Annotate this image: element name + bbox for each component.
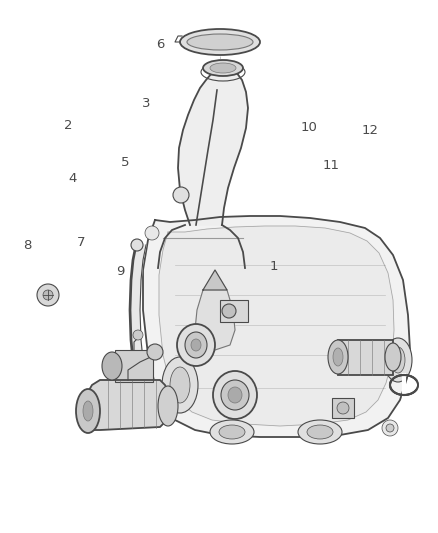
Polygon shape xyxy=(137,372,152,375)
Polygon shape xyxy=(130,310,141,340)
Polygon shape xyxy=(143,216,410,437)
Ellipse shape xyxy=(213,371,257,419)
Ellipse shape xyxy=(385,343,401,371)
Circle shape xyxy=(222,304,236,318)
Circle shape xyxy=(147,344,163,360)
Text: 3: 3 xyxy=(142,98,151,110)
Text: 10: 10 xyxy=(300,122,317,134)
Circle shape xyxy=(145,226,159,240)
Text: 12: 12 xyxy=(362,124,378,137)
Bar xyxy=(220,300,248,322)
Ellipse shape xyxy=(219,425,245,439)
Ellipse shape xyxy=(191,339,201,351)
Polygon shape xyxy=(133,360,147,372)
Ellipse shape xyxy=(210,420,254,444)
Ellipse shape xyxy=(76,389,100,433)
Text: 1: 1 xyxy=(269,260,278,273)
Bar xyxy=(338,340,393,375)
Polygon shape xyxy=(131,260,143,280)
Circle shape xyxy=(386,424,394,432)
Bar xyxy=(115,350,153,382)
Text: 6: 6 xyxy=(155,38,164,51)
Ellipse shape xyxy=(180,29,260,55)
Ellipse shape xyxy=(391,347,405,373)
Circle shape xyxy=(133,330,143,340)
Ellipse shape xyxy=(384,338,412,382)
Ellipse shape xyxy=(228,387,242,403)
Ellipse shape xyxy=(83,401,93,421)
Text: 5: 5 xyxy=(120,156,129,169)
Ellipse shape xyxy=(298,420,342,444)
Circle shape xyxy=(37,284,59,306)
Polygon shape xyxy=(131,340,143,360)
Ellipse shape xyxy=(328,340,348,374)
Text: 7: 7 xyxy=(77,236,85,249)
Ellipse shape xyxy=(221,380,249,410)
Polygon shape xyxy=(178,68,248,225)
Text: 9: 9 xyxy=(116,265,125,278)
Polygon shape xyxy=(130,280,141,310)
Ellipse shape xyxy=(170,367,190,403)
Polygon shape xyxy=(88,380,168,430)
Ellipse shape xyxy=(203,60,243,76)
Ellipse shape xyxy=(307,425,333,439)
Ellipse shape xyxy=(333,348,343,366)
Circle shape xyxy=(131,239,143,251)
Polygon shape xyxy=(159,226,394,426)
Text: 4: 4 xyxy=(68,172,77,185)
Ellipse shape xyxy=(210,63,236,73)
Ellipse shape xyxy=(187,34,253,50)
Bar xyxy=(332,398,354,418)
Ellipse shape xyxy=(185,332,207,358)
Text: 2: 2 xyxy=(64,119,72,132)
Text: 11: 11 xyxy=(322,159,339,172)
Ellipse shape xyxy=(162,357,198,413)
Circle shape xyxy=(382,420,398,436)
Circle shape xyxy=(173,187,189,203)
Ellipse shape xyxy=(158,386,178,426)
Ellipse shape xyxy=(177,324,215,366)
Polygon shape xyxy=(133,245,146,260)
Circle shape xyxy=(337,402,349,414)
Circle shape xyxy=(43,290,53,300)
Polygon shape xyxy=(203,270,227,290)
Ellipse shape xyxy=(102,352,122,380)
Text: 8: 8 xyxy=(23,239,32,252)
Polygon shape xyxy=(195,290,235,350)
